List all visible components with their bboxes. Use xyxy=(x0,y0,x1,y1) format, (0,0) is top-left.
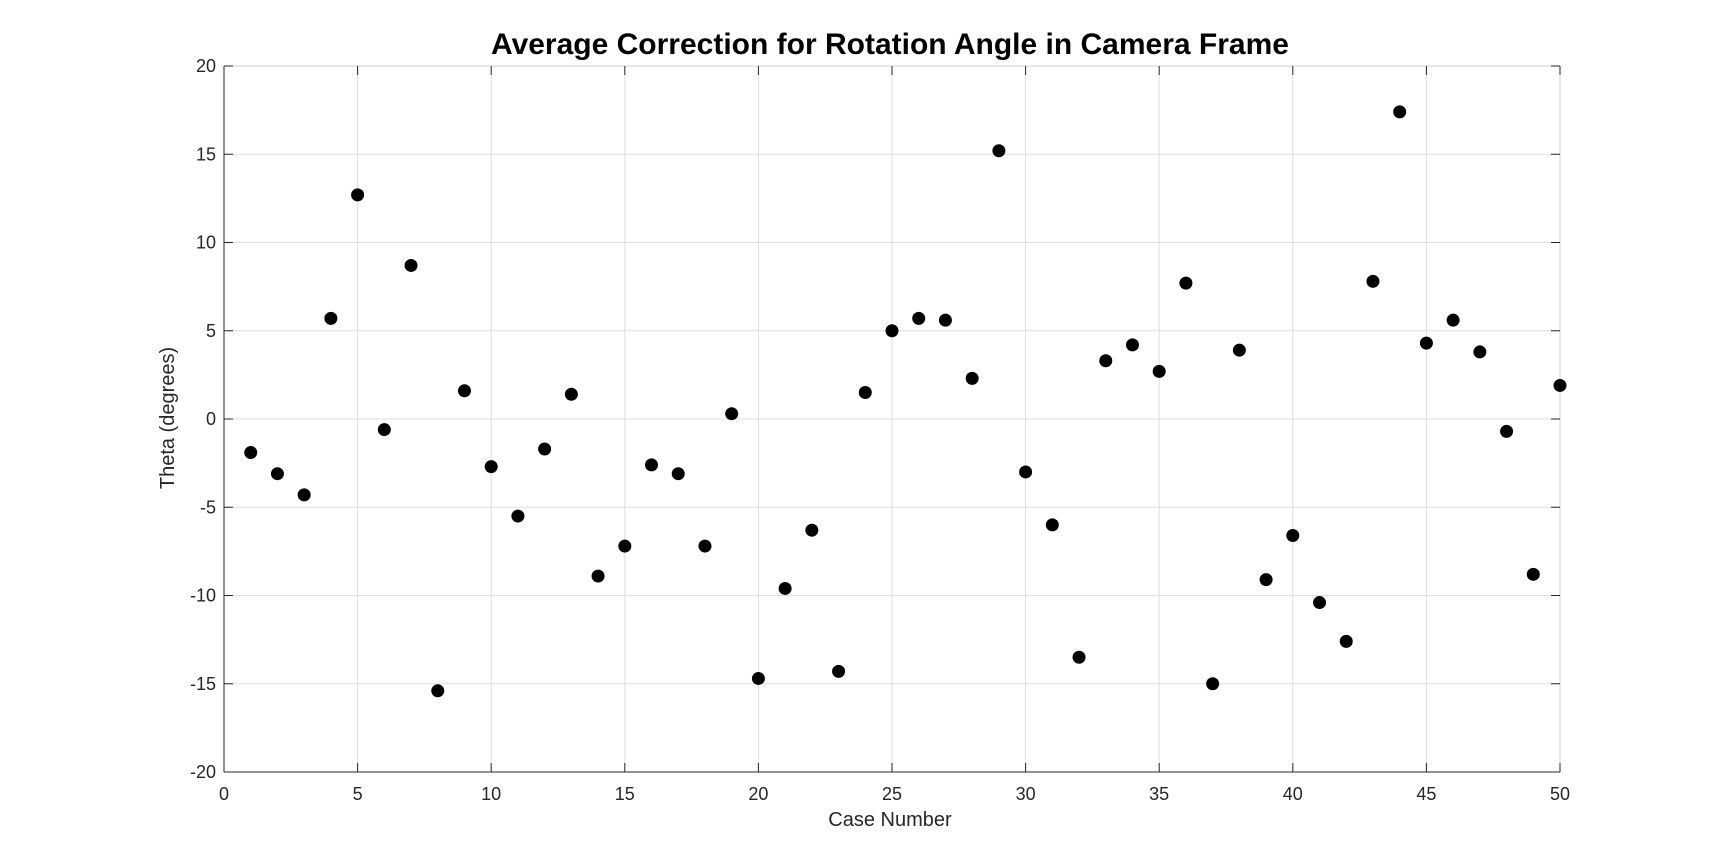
data-point xyxy=(1206,677,1220,691)
data-point xyxy=(404,258,418,272)
data-point xyxy=(1500,424,1514,438)
data-point xyxy=(591,569,605,583)
data-point xyxy=(538,442,552,456)
data-point xyxy=(1045,518,1059,532)
data-point xyxy=(1366,274,1380,288)
data-point xyxy=(832,664,846,678)
grid xyxy=(223,65,1561,773)
x-tick-label: 50 xyxy=(1550,784,1570,804)
x-tick-label: 0 xyxy=(219,784,229,804)
y-axis-ticks: -20 -15 -10 -5 0 5 10 15 20 xyxy=(190,56,1560,782)
data-point xyxy=(1286,528,1300,542)
data-point xyxy=(1419,336,1433,350)
x-tick-label: 15 xyxy=(615,784,635,804)
data-point xyxy=(645,458,659,472)
data-point xyxy=(484,460,498,474)
data-point xyxy=(564,387,578,401)
data-points xyxy=(244,105,1567,698)
chart-title: Average Correction for Rotation Angle in… xyxy=(491,28,1289,61)
x-tick-label: 45 xyxy=(1416,784,1436,804)
y-tick-label: 5 xyxy=(206,321,216,341)
data-point xyxy=(244,446,258,460)
data-point xyxy=(1526,567,1540,581)
data-point xyxy=(270,467,284,481)
data-point xyxy=(1259,573,1273,587)
x-tick-label: 5 xyxy=(353,784,363,804)
y-tick-label: -20 xyxy=(190,762,216,782)
y-tick-label: 10 xyxy=(196,233,216,253)
x-tick-label: 25 xyxy=(882,784,902,804)
data-point xyxy=(671,467,685,481)
data-point xyxy=(1152,364,1166,378)
x-axis-label: Case Number xyxy=(828,809,952,831)
data-point xyxy=(511,509,525,523)
data-point xyxy=(618,539,632,553)
y-tick-label: -15 xyxy=(190,674,216,694)
data-point xyxy=(725,407,739,421)
x-tick-label: 40 xyxy=(1283,784,1303,804)
data-point xyxy=(751,671,765,685)
data-point xyxy=(805,523,819,537)
data-point xyxy=(1019,465,1033,479)
x-tick-label: 35 xyxy=(1149,784,1169,804)
y-tick-label: -5 xyxy=(200,497,216,517)
data-point xyxy=(457,384,471,398)
data-point xyxy=(324,311,338,325)
data-point xyxy=(858,386,872,400)
data-point xyxy=(377,423,391,437)
data-point xyxy=(1179,276,1193,290)
y-tick-label: -10 xyxy=(190,586,216,606)
data-point xyxy=(1313,596,1327,610)
y-tick-label: 20 xyxy=(196,56,216,76)
data-point xyxy=(1553,378,1567,392)
y-axis-label: Theta (degrees) xyxy=(157,347,179,489)
x-tick-label: 20 xyxy=(748,784,768,804)
x-axis-ticks: 0 5 10 15 20 25 30 35 40 45 50 xyxy=(219,66,1570,804)
y-tick-label: 0 xyxy=(206,409,216,429)
data-point xyxy=(1393,105,1407,119)
data-point xyxy=(1125,338,1139,352)
data-point xyxy=(778,581,792,595)
x-tick-label: 10 xyxy=(481,784,501,804)
data-point xyxy=(1446,313,1460,327)
data-point xyxy=(351,188,365,202)
data-point xyxy=(698,539,712,553)
data-point xyxy=(992,144,1006,158)
data-point xyxy=(1339,634,1353,648)
data-point xyxy=(1232,343,1246,357)
x-tick-label: 30 xyxy=(1016,784,1036,804)
data-point xyxy=(885,324,899,338)
y-tick-label: 15 xyxy=(196,144,216,164)
data-point xyxy=(965,371,979,385)
data-point xyxy=(1473,345,1487,359)
data-point xyxy=(1072,650,1086,664)
data-point xyxy=(297,488,311,502)
data-point xyxy=(912,311,926,325)
data-point xyxy=(938,313,952,327)
data-point xyxy=(431,684,445,698)
data-point xyxy=(1099,354,1113,368)
